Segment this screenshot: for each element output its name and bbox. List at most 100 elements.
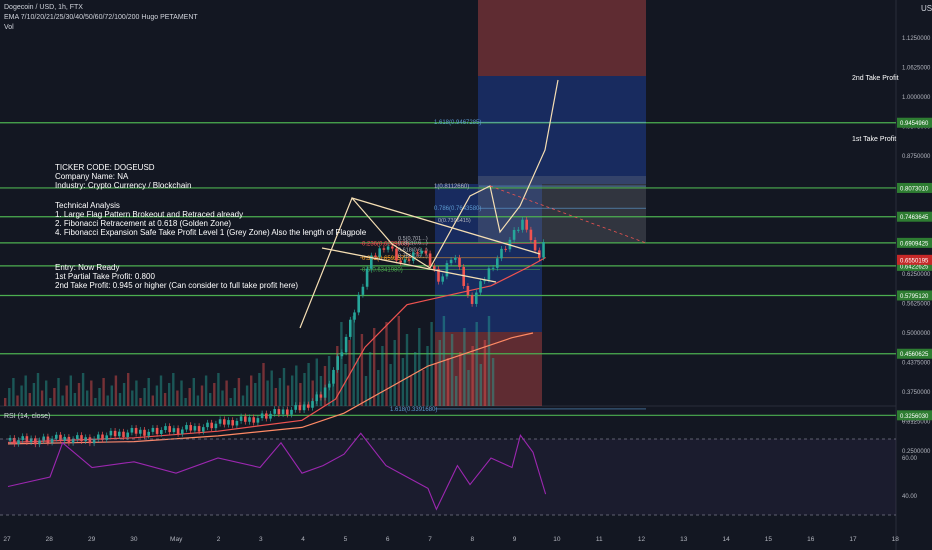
- candle-body: [273, 409, 276, 414]
- rsi-tick-label: 60.00: [902, 456, 918, 462]
- volume-bar: [225, 380, 228, 406]
- fib-small-label: 0.5(0.701...): [398, 236, 428, 242]
- candle-body: [118, 431, 121, 437]
- candle-body: [428, 253, 432, 267]
- candle-body: [151, 427, 155, 432]
- candle-body: [210, 422, 213, 429]
- candle-body: [433, 266, 436, 269]
- candle-body: [517, 229, 520, 231]
- volume-bar: [204, 375, 208, 406]
- candle-body: [294, 405, 297, 410]
- volume-bar: [385, 322, 388, 406]
- volume-bar: [450, 334, 454, 406]
- level-price-tag: [897, 260, 932, 271]
- candle-body: [160, 430, 163, 434]
- candle-body: [134, 428, 138, 434]
- time-tick-label: 12: [638, 536, 646, 543]
- candle-body: [17, 440, 20, 444]
- rsi-tick-label: 40.00: [902, 494, 918, 500]
- flag-upper-line: [351, 197, 541, 255]
- candle-body: [235, 420, 239, 426]
- candle-body: [193, 426, 197, 431]
- current-price-tag: [897, 254, 932, 265]
- candle-body: [244, 416, 247, 422]
- volume-bar: [471, 346, 474, 406]
- volume-bar: [57, 378, 60, 406]
- candle-body: [239, 416, 243, 421]
- candle-body: [386, 246, 390, 250]
- fib-expansion-label: 1.618(0.9467285): [434, 120, 481, 126]
- note-entry: Entry: Now Ready: [55, 263, 120, 272]
- candle-body: [483, 279, 486, 282]
- indicator-legend[interactable]: EMA 7/10/20/21/25/30/40/50/60/72/100/200…: [4, 14, 198, 21]
- volume-bar: [422, 370, 425, 406]
- candle-body: [92, 439, 96, 444]
- candle-body: [265, 413, 268, 419]
- volume-bar: [94, 398, 97, 406]
- volume-bar: [397, 316, 400, 406]
- volume-bar: [102, 378, 105, 406]
- time-tick-label: 18: [892, 536, 900, 543]
- fib-retracement-label: 0.236(0.6899805): [362, 241, 409, 247]
- candle-body: [286, 409, 289, 415]
- fib-retracement-label: 0.382(0.6592575): [362, 256, 409, 262]
- volume-bar: [77, 383, 81, 406]
- rsi-legend[interactable]: RSI (14, close): [4, 413, 51, 420]
- candle-body: [454, 257, 457, 260]
- volume-bar: [405, 334, 409, 406]
- volume-bar: [106, 395, 109, 406]
- volume-bar: [172, 373, 175, 406]
- volume-bar: [159, 375, 163, 406]
- volume-bar: [65, 385, 68, 406]
- volume-bar: [237, 378, 241, 406]
- flag-lower-line: [321, 247, 497, 283]
- candle-body: [302, 404, 306, 411]
- note-industry: Industry: Crypto Currency / Blockchain: [55, 181, 192, 190]
- volume-bar: [32, 383, 36, 406]
- level-price-tag: [897, 410, 932, 421]
- candle-body: [365, 268, 369, 287]
- volume-bar: [274, 388, 277, 406]
- volume-bar: [180, 380, 183, 406]
- candle-body: [475, 292, 478, 304]
- fib-small-label: 0.382(0.6...): [398, 240, 428, 246]
- candle-body: [437, 268, 440, 282]
- candle-body: [349, 319, 352, 337]
- level-price-label: 0.8073010: [900, 186, 929, 192]
- volume-bar: [90, 380, 93, 406]
- candle-body: [336, 356, 339, 370]
- candle-body: [290, 409, 293, 415]
- time-tick-label: 9: [513, 536, 517, 543]
- level-price-label: 0.4560625: [900, 352, 929, 358]
- price-tick-label: 0.6250000: [902, 272, 931, 278]
- volume-bar: [319, 376, 323, 406]
- volume-bar: [332, 373, 335, 406]
- candle-body: [71, 439, 75, 443]
- volume-bar: [299, 383, 302, 406]
- volume-bar: [176, 390, 179, 406]
- candle-body: [248, 417, 251, 422]
- candle-body: [487, 268, 491, 280]
- candle-body: [113, 430, 117, 437]
- fib-expansion-label: 1.618(0.3391680): [390, 407, 437, 413]
- candle-body: [370, 255, 373, 269]
- volume-bar: [491, 358, 495, 406]
- candle-body: [214, 423, 218, 429]
- level-price-label: 0.3256030: [900, 414, 929, 420]
- note-ticker: TICKER CODE: DOGEUSD: [55, 163, 155, 172]
- candle-body: [449, 259, 453, 264]
- first-take-profit-label: 1st Take Profit: [852, 136, 897, 143]
- volume-bar: [295, 365, 298, 406]
- candle-body: [181, 429, 184, 434]
- volume-legend[interactable]: Vol: [4, 24, 14, 31]
- volume-bar: [262, 363, 265, 406]
- time-tick-label: 10: [553, 536, 561, 543]
- projection-path: [429, 79, 559, 269]
- volume-bar: [86, 390, 89, 406]
- rsi-line: [7, 432, 547, 511]
- currency-label[interactable]: USD: [921, 4, 932, 13]
- note-ta-1: 1. Large Flag Pattern Brokeout and Retra…: [55, 210, 244, 219]
- fib-small-label: 0(0.7396415): [438, 218, 471, 224]
- level-price-tag: [897, 237, 932, 248]
